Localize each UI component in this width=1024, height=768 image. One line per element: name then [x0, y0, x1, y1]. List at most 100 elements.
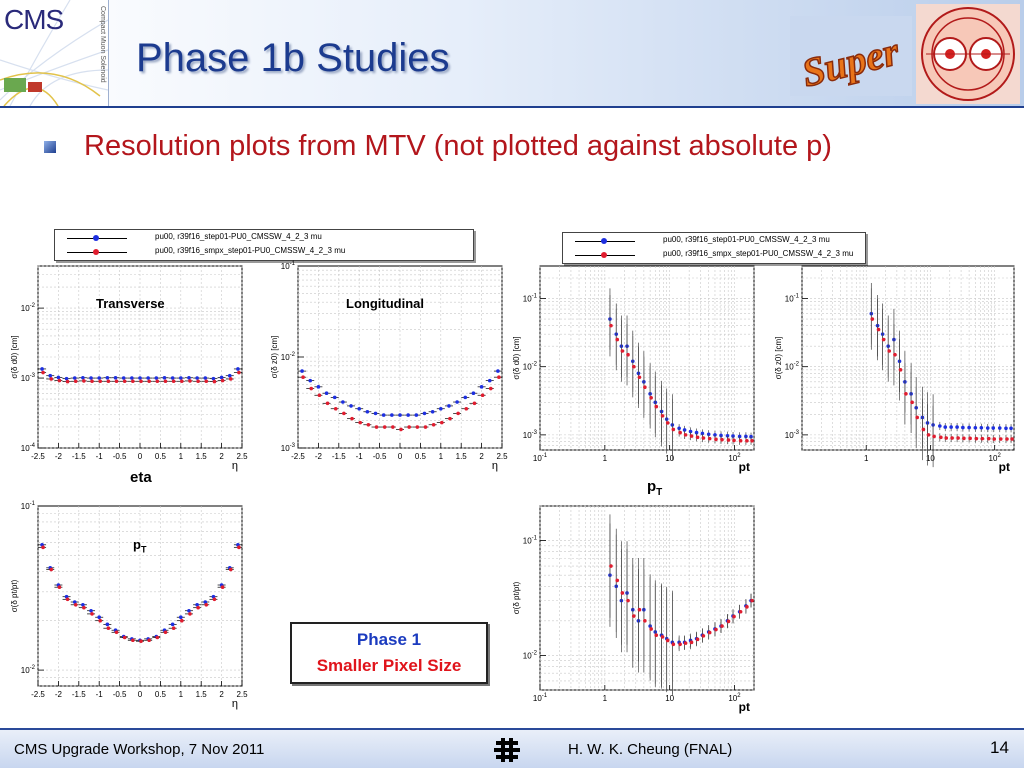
data-point — [406, 413, 410, 417]
chart-svg: -2.5 -2 -1.5 -1 -0.5 0 0.5 1 1.5 2 2.5 10-4 10-3 10-2… — [10, 265, 248, 472]
data-point — [643, 385, 647, 390]
footer-divider — [0, 728, 1024, 730]
data-point — [956, 436, 960, 440]
y-tick-label: 10-1 — [523, 294, 538, 304]
x-tick-label: 102 — [989, 453, 1002, 463]
data-point — [725, 433, 730, 438]
label-transverse: Transverse — [96, 296, 165, 311]
x-tick-label: 1.5 — [456, 452, 468, 461]
data-point — [357, 406, 361, 411]
data-point — [65, 379, 70, 384]
data-point — [300, 369, 304, 373]
data-point — [188, 612, 192, 616]
data-point — [236, 367, 240, 371]
x-tick-label: 1.5 — [196, 452, 208, 461]
data-point — [162, 375, 167, 380]
data-point — [155, 635, 160, 640]
data-point — [949, 425, 953, 429]
cms-logo-subtext: Compact Muon Solenoid — [99, 6, 106, 83]
x-axis-title: η — [232, 698, 238, 710]
data-point — [910, 400, 914, 405]
data-point — [682, 428, 687, 432]
x-tick-label: 0 — [398, 452, 403, 461]
data-point — [98, 379, 102, 384]
y-axis-title: σ(δ d0) [cm] — [10, 335, 19, 378]
plot-z0-vs-pt: 1 10 102 10-3 10-2 10-1 σ(δ z0) [cm] pt — [772, 262, 1020, 474]
series-0 — [38, 367, 242, 381]
x-axis-title: η — [492, 460, 498, 472]
chart-svg: 10-1 1 10 102 10-3 10-2 10-1 σ(δ d0) [cm] pt — [512, 265, 755, 474]
data-point — [714, 627, 718, 632]
data-point — [316, 385, 321, 389]
grid — [539, 266, 755, 451]
data-point — [968, 436, 972, 441]
data-point — [750, 598, 754, 603]
data-point — [745, 438, 749, 443]
data-point — [876, 327, 881, 332]
data-point — [1004, 426, 1008, 431]
data-point — [41, 545, 45, 550]
data-point — [390, 413, 394, 417]
data-point — [40, 367, 44, 371]
legend-label: pu00, r39f16_step01-PU0_CMSSW_4_2_3 mu — [663, 235, 830, 244]
data-point — [463, 395, 468, 400]
plot-z0-vs-eta: -2.5 -2 -1.5 -1 -0.5 0 0.5 1 1.5 2 2.5 10-3 10-2 10-1… — [268, 261, 508, 472]
cms-logo-graphic — [0, 0, 108, 106]
data-point — [97, 376, 101, 380]
x-axis-title: pt — [739, 460, 750, 474]
data-point — [455, 400, 459, 404]
x-axis-title: pt — [739, 700, 750, 714]
data-point — [163, 630, 168, 635]
data-point — [89, 376, 93, 380]
data-point — [82, 605, 86, 610]
data-point — [926, 433, 931, 437]
data-point — [113, 375, 118, 380]
super-logo: Super — [790, 16, 912, 96]
data-point — [732, 438, 736, 443]
data-point — [57, 378, 62, 383]
data-point — [738, 609, 743, 614]
data-point — [227, 373, 232, 378]
data-point — [72, 600, 77, 604]
data-point — [391, 425, 395, 429]
data-point — [637, 607, 642, 612]
data-point — [90, 612, 94, 616]
data-point — [992, 437, 997, 441]
data-point — [430, 409, 435, 414]
x-tick-label: 10 — [665, 454, 674, 463]
x-tick-label: 1.5 — [196, 690, 208, 699]
data-point — [479, 385, 484, 389]
data-point — [422, 411, 427, 416]
y-axis-title: σ(δ z0) [cm] — [270, 336, 279, 379]
plot-frame — [539, 265, 755, 451]
data-point — [365, 409, 370, 414]
data-point — [447, 404, 451, 408]
data-point — [480, 393, 485, 398]
data-point — [980, 436, 985, 441]
data-point — [179, 615, 183, 620]
data-point — [131, 379, 135, 384]
chart-svg: -2.5 -2 -1.5 -1 -0.5 0 0.5 1 1.5 2 2.5 10-3 10-2 10-1… — [270, 261, 508, 472]
data-point — [90, 379, 94, 384]
data-point — [81, 375, 85, 380]
data-point — [695, 435, 700, 440]
x-tick-label: 1 — [864, 454, 869, 463]
y-tick-label: 10-1 — [21, 501, 36, 511]
data-point — [974, 436, 979, 441]
data-point — [660, 414, 665, 418]
data-point — [170, 622, 175, 627]
data-point — [609, 564, 613, 568]
data-point — [131, 638, 135, 643]
data-point — [609, 323, 613, 328]
legend-row: pu00, r39f16_smpx_step01-PU0_CMSSW_4_2_3… — [563, 248, 865, 262]
x-tick-label: -2 — [55, 690, 63, 699]
data-point — [41, 370, 45, 375]
axis-label-pt: pT — [647, 478, 663, 498]
y-tick-label: 10-3 — [281, 443, 296, 453]
data-point — [147, 638, 151, 643]
series-1 — [609, 294, 754, 461]
data-point — [358, 420, 362, 425]
data-point — [382, 425, 387, 429]
plot-frame — [539, 505, 755, 691]
y-axis-title: σ(δ z0) [cm] — [774, 337, 783, 380]
